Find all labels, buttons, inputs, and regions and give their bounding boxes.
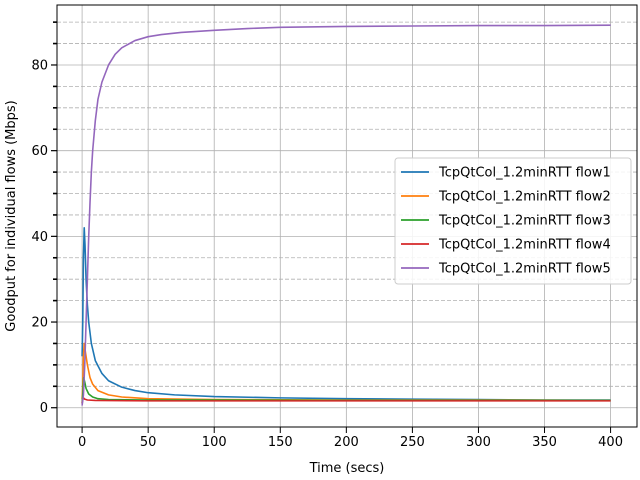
y-tick-label: 40 xyxy=(31,230,48,245)
legend-label-flow4: TcpQtCol_1.2minRTT flow4 xyxy=(438,238,611,253)
x-tick-label: 150 xyxy=(268,435,293,450)
x-tick-label: 200 xyxy=(334,435,359,450)
x-tick-label: 300 xyxy=(466,435,491,450)
x-axis-label: Time (secs) xyxy=(309,461,385,476)
series-line-flow1 xyxy=(81,226,611,401)
legend-label-flow2: TcpQtCol_1.2minRTT flow2 xyxy=(438,190,611,205)
x-tick-label: 350 xyxy=(532,435,557,450)
legend: TcpQtCol_1.2minRTT flow1 TcpQtCol_1.2minR… xyxy=(394,157,632,285)
legend-label-flow5: TcpQtCol_1.2minRTT flow5 xyxy=(438,262,611,277)
x-tick-label: 0 xyxy=(78,435,86,450)
x-tick-label: 100 xyxy=(202,435,227,450)
legend-label-flow1: TcpQtCol_1.2minRTT flow1 xyxy=(438,166,611,181)
legend-label-flow3: TcpQtCol_1.2minRTT flow3 xyxy=(438,214,611,229)
series-lines xyxy=(81,24,611,406)
axis-ticks: 0 50 100 150 200 250 300 350 400 0 20 40 60 80 xyxy=(31,21,623,450)
y-tick-label: 80 xyxy=(31,58,48,73)
x-tick-label: 400 xyxy=(598,435,623,450)
y-axis-label: Goodput for individual flows (Mbps) xyxy=(4,100,19,332)
plot-frame xyxy=(56,4,638,428)
x-tick-label: 250 xyxy=(400,435,425,450)
series-line-flow5 xyxy=(81,24,611,406)
y-tick-label: 60 xyxy=(31,144,48,159)
y-tick-label: 20 xyxy=(31,316,48,331)
x-tick-label: 50 xyxy=(140,435,157,450)
legend-box xyxy=(394,157,632,285)
y-tick-label: 0 xyxy=(40,401,48,416)
